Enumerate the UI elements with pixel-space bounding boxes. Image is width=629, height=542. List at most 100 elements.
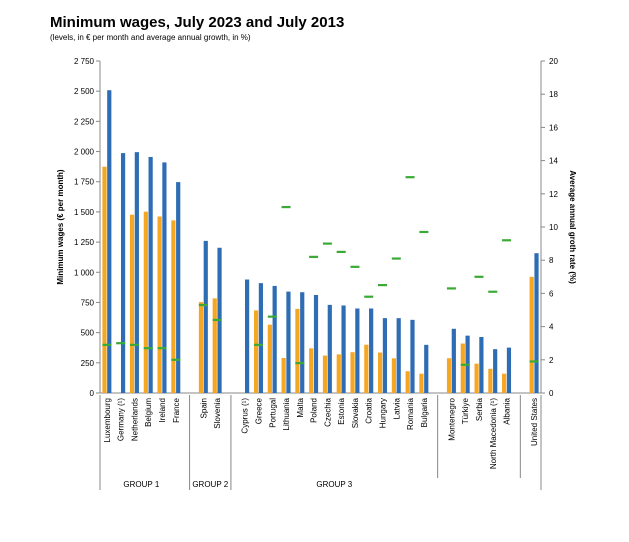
y-tick-label: 500: [81, 329, 95, 338]
y2-tick-label: 14: [549, 157, 558, 166]
y-tick-label: 1 250: [74, 238, 95, 247]
y2-axis-title: Average annual groth rate (%): [568, 170, 577, 284]
category-label: Bulgaria: [420, 397, 429, 427]
category-label: Spain: [199, 398, 208, 418]
y2-tick-label: 16: [549, 123, 558, 132]
bar-2013: [171, 220, 176, 393]
bar-2013: [129, 214, 135, 393]
chart-subtitle: (levels, in € per month and average annu…: [50, 33, 251, 42]
category-label: Netherlands: [130, 398, 139, 441]
y2-tick-label: 10: [549, 223, 558, 232]
bar-2013: [474, 363, 479, 393]
bar-2023: [120, 153, 126, 393]
bar-2013: [446, 358, 452, 393]
category-label: France: [172, 397, 181, 422]
category-label: Slovakia: [351, 397, 360, 428]
bar-2013: [198, 302, 204, 393]
bar-2023: [493, 349, 498, 393]
category-label: Montenegro: [447, 397, 456, 440]
bar-2023: [534, 253, 539, 393]
bar-2013: [253, 310, 259, 393]
category-label: Estonia: [337, 397, 346, 424]
category-label: Cyprus (¹): [241, 398, 250, 434]
bar-2023: [424, 344, 429, 393]
category-label: Ireland: [158, 398, 167, 422]
bar-2013: [405, 371, 410, 393]
y-tick-label: 2 000: [74, 148, 95, 157]
y-tick-label: 1 500: [74, 208, 95, 217]
bar-2013: [267, 324, 272, 393]
bar-2013: [322, 355, 328, 393]
category-label: United States: [530, 398, 539, 446]
y-tick-label: 2 500: [74, 87, 95, 96]
y2-tick-label: 6: [549, 289, 554, 298]
y-tick-label: 750: [81, 298, 95, 307]
bar-2023: [203, 240, 208, 393]
category-label: Croatia: [365, 397, 374, 423]
bar-2013: [391, 358, 396, 393]
category-label: Türkiye: [461, 397, 470, 424]
bar-2023: [396, 318, 401, 393]
bar-2013: [295, 308, 300, 393]
group-label: GROUP 2: [192, 480, 228, 489]
bar-2023: [162, 162, 167, 393]
category-label: Portugal: [268, 398, 277, 428]
bar-2013: [460, 343, 465, 393]
y2-tick-label: 12: [549, 190, 558, 199]
y-axis-title: Minimum wages (€ per month): [56, 169, 65, 284]
y2-tick-label: 8: [549, 256, 554, 265]
y-tick-label: 1 000: [74, 268, 95, 277]
category-label: Belgium: [144, 398, 153, 427]
bar-2013: [336, 354, 341, 393]
category-label: Hungary: [379, 398, 388, 428]
bar-2023: [176, 182, 181, 393]
category-label: Czechia: [323, 397, 332, 426]
category-label: Serbia: [475, 397, 484, 421]
bar-2013: [157, 216, 162, 393]
y2-tick-label: 20: [549, 57, 558, 66]
category-label: Germany (¹): [117, 398, 126, 441]
y2-tick-label: 4: [549, 323, 554, 332]
category-label: Luxembourg: [103, 398, 112, 442]
bar-2013: [502, 373, 507, 393]
chart-title: Minimum wages, July 2023 and July 2013: [50, 14, 345, 31]
bar-2023: [245, 279, 250, 393]
bar-2013: [419, 373, 424, 393]
group-label: GROUP 3: [316, 480, 352, 489]
bar-2013: [309, 348, 314, 393]
bar-2023: [355, 308, 360, 393]
bar-2013: [378, 352, 383, 393]
bar-2013: [102, 166, 107, 393]
group-label: GROUP 1: [123, 480, 159, 489]
bar-2023: [451, 328, 456, 393]
bar-2023: [410, 319, 415, 393]
bar-2013: [529, 276, 534, 393]
bar-2023: [286, 291, 291, 393]
y-tick-label: 1 750: [74, 178, 95, 187]
bar-2023: [327, 304, 332, 393]
y-tick-label: 0: [90, 389, 95, 398]
category-label: Romania: [406, 397, 415, 430]
bar-2013: [143, 211, 148, 393]
bar-2023: [506, 347, 512, 393]
bar-2023: [148, 156, 153, 393]
bar-2013: [212, 298, 217, 393]
category-label: Malta: [296, 397, 305, 417]
y2-tick-label: 0: [549, 389, 554, 398]
category-label: Greece: [254, 397, 263, 424]
y-tick-label: 2 250: [74, 117, 95, 126]
category-label: Lithuania: [282, 397, 291, 430]
bar-2023: [369, 308, 374, 393]
bar-2023: [300, 292, 305, 393]
y-tick-label: 2 750: [74, 57, 95, 66]
category-label: Albania: [503, 397, 512, 424]
bar-2023: [258, 283, 263, 393]
bar-2023: [341, 305, 346, 393]
bar-2023: [313, 294, 319, 393]
y-tick-label: 250: [81, 359, 95, 368]
bar-2013: [488, 368, 493, 393]
bar-2023: [134, 152, 139, 393]
y2-tick-label: 2: [549, 356, 554, 365]
bar-2023: [107, 90, 112, 393]
